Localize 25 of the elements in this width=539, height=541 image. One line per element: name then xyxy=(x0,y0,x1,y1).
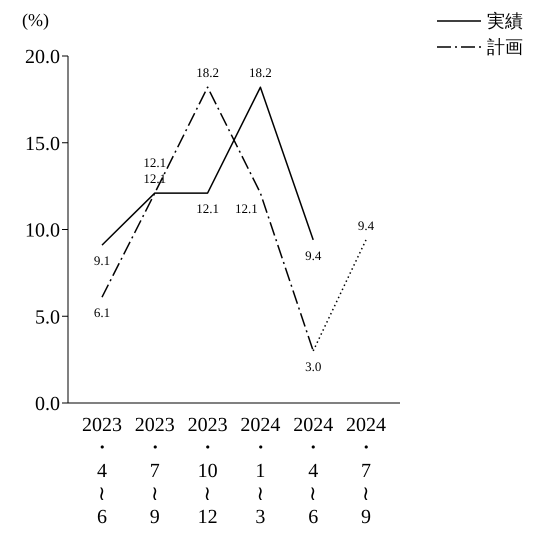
data-label: 12.1 xyxy=(143,155,166,170)
y-tick-label: 0.0 xyxy=(35,393,60,416)
data-label: 12.1 xyxy=(196,201,219,216)
data-label: 9.4 xyxy=(358,218,375,233)
y-axis-title: (%) xyxy=(22,10,49,31)
x-tick-label: 2023 ・ 4 ≀ 6 xyxy=(82,414,122,528)
data-label: 12.1 xyxy=(235,201,258,216)
legend-label: 計画 xyxy=(487,36,523,59)
y-tick-label: 15.0 xyxy=(25,132,60,155)
y-tick-label: 5.0 xyxy=(35,306,60,328)
x-tick-label: 2023 ・ 7 ≀ 9 xyxy=(134,414,175,528)
x-tick-label: 2023 ・ 10 ≀ 12 xyxy=(188,414,228,528)
data-label: 6.1 xyxy=(94,305,110,320)
data-label: 9.1 xyxy=(94,253,110,268)
data-label: 9.4 xyxy=(305,248,322,263)
data-label: 18.2 xyxy=(249,65,272,80)
legend-label: 実績 xyxy=(487,10,523,33)
x-tick-label: 2024 ・ 1 ≀ 3 xyxy=(240,414,280,528)
data-label: 3.0 xyxy=(305,358,322,374)
data-label: 18.2 xyxy=(196,65,219,80)
data-label: 12.1 xyxy=(143,171,166,186)
x-tick-label: 2024 ・ 4 ≀ 6 xyxy=(293,414,334,528)
y-tick-label: 20.0 xyxy=(25,46,60,68)
y-tick-label: 10.0 xyxy=(25,220,60,242)
x-tick-label: 2024 ・ 7 ≀ 9 xyxy=(346,414,386,528)
